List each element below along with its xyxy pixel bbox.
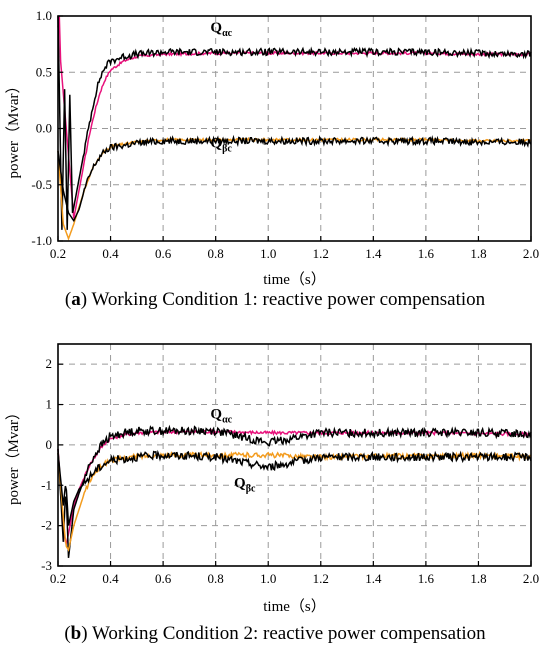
series-line [57,15,532,230]
series-annotation: Qβc [210,136,232,155]
y-tick-label: -2 [41,518,52,533]
series-line [57,136,532,241]
y-tick-label: -1.0 [31,233,52,248]
y-tick-label: 0.5 [36,64,52,79]
y-tick-label: -3 [41,558,52,573]
x-tick-label: 0.2 [50,246,66,261]
x-tick-label: 1.4 [365,246,382,261]
x-axis-label: time（s） [263,598,326,615]
caption-b-label: b [70,623,82,644]
y-axis-label: power（Mvar） [5,79,22,179]
x-tick-label: 0.4 [102,246,119,261]
y-tick-label: 1.0 [36,8,52,23]
y-tick-label: -1 [41,477,52,492]
y-tick-label: 0 [46,437,53,452]
x-tick-label: 1.0 [260,571,276,586]
x-tick-label: 1.6 [418,246,435,261]
caption-b-text: Working Condition 2: reactive power comp… [91,623,486,644]
series-line [57,134,532,223]
x-tick-label: 1.4 [365,571,382,586]
series-line [57,450,532,552]
y-tick-label: 2 [46,356,53,371]
caption-a-label: a [71,289,81,310]
x-tick-label: 1.2 [313,571,329,586]
plot-frame [57,343,532,567]
series-line [57,424,532,558]
x-tick-label: 1.2 [313,246,329,261]
x-tick-label: 0.8 [208,246,224,261]
x-tick-label: 2.0 [523,246,539,261]
y-tick-label: -0.5 [31,177,52,192]
x-tick-label: 1.6 [418,571,435,586]
series-annotation: Qβc [234,475,256,494]
x-tick-label: 2.0 [523,571,539,586]
series-line [57,428,532,546]
series-annotation: Qαc [210,407,232,426]
caption-a-text: Working Condition 1: reactive power comp… [91,289,486,310]
x-tick-label: 0.6 [155,571,172,586]
chart-a: 0.2 0.4 0.6 0.8 1.0 1.2 1.4 1.6 1.8 2.0 -1.0 -0.5 0.… [5,8,539,288]
series-line [57,449,532,526]
y-tick-label: 1 [46,397,53,412]
x-axis-label: time（s） [263,271,326,288]
x-tick-label: 1.0 [260,246,276,261]
x-tick-label: 0.2 [50,571,66,586]
caption-b: (b) Working Condition 2: reactive power … [64,623,486,644]
series-annotation: Qαc [210,20,232,39]
x-tick-label: 0.4 [102,571,119,586]
x-tick-label: 1.8 [470,246,486,261]
x-tick-label: 0.8 [208,571,224,586]
y-axis-label: power（Mvar） [5,405,22,505]
y-tick-label: 0.0 [36,121,52,136]
caption-a: (a) Working Condition 1: reactive power … [64,289,486,310]
x-tick-label: 0.6 [155,246,172,261]
chart-b: 0.2 0.4 0.6 0.8 1.0 1.2 1.4 1.6 1.8 2.0 -3 -2 -1 0 1 2 t… [5,343,539,615]
series-line [57,15,532,219]
x-tick-label: 1.8 [470,571,486,586]
